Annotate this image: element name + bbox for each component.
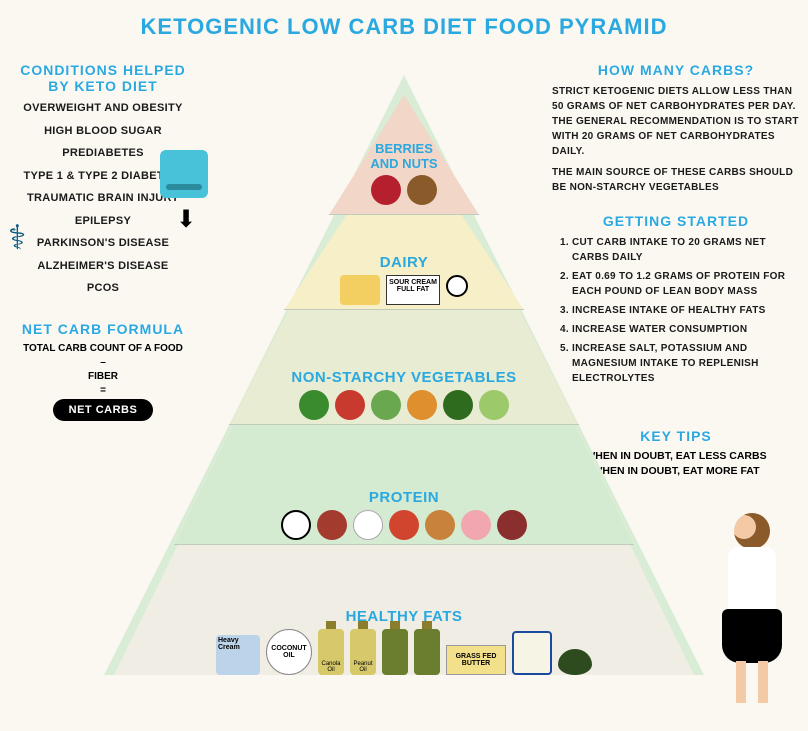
pepper-icon xyxy=(407,390,437,420)
egg-icon xyxy=(353,510,383,540)
level-label: BERRIES xyxy=(344,142,464,156)
level-label: PROTEIN xyxy=(184,489,624,506)
oil-bottle-icon: Canola Oil xyxy=(318,629,344,675)
food-pyramid: BERRIES AND NUTS DAIRY SOUR CREAMFULL FA… xyxy=(94,75,714,695)
level-label: DAIRY xyxy=(299,254,509,271)
pyramid-level-dairy: DAIRY SOUR CREAMFULL FAT xyxy=(299,254,509,305)
olive-oil-icon xyxy=(382,629,408,675)
food-cluster xyxy=(184,510,624,540)
cream-carton-icon: Heavy Cream xyxy=(216,635,260,675)
pyramid-level-veg: NON-STARCHY VEGETABLES xyxy=(239,369,569,420)
woman-illustration xyxy=(708,513,798,713)
veg-icon xyxy=(299,390,329,420)
sour-cream-label: SOUR CREAMFULL FAT xyxy=(386,275,440,305)
pyramid-level-fats: HEALTHY FATS Heavy Cream COCONUT OIL Can… xyxy=(124,608,684,675)
level-label: NON-STARCHY VEGETABLES xyxy=(239,369,569,386)
pig-icon xyxy=(461,510,491,540)
cheese-icon xyxy=(340,275,380,305)
food-cluster xyxy=(239,390,569,420)
bacon-icon xyxy=(497,510,527,540)
cow-icon xyxy=(446,275,468,297)
steak-icon xyxy=(317,510,347,540)
butter-icon: GRASS FED BUTTER xyxy=(446,645,506,675)
nut-icon xyxy=(407,175,437,205)
pyramid-level-berries: BERRIES AND NUTS xyxy=(344,142,464,205)
pyramid-level-protein: PROTEIN xyxy=(184,489,624,540)
pyramid-divider xyxy=(229,424,579,425)
broccoli-icon xyxy=(371,390,401,420)
tomato-icon xyxy=(335,390,365,420)
avocado-icon xyxy=(558,649,592,675)
oil-bottle-icon: Peanut Oil xyxy=(350,629,376,675)
cow-icon xyxy=(281,510,311,540)
caduceus-icon: ⚕ xyxy=(8,218,26,258)
pyramid-divider xyxy=(174,544,634,545)
level-label: HEALTHY FATS xyxy=(124,608,684,625)
celery-icon xyxy=(479,390,509,420)
lobster-icon xyxy=(389,510,419,540)
pyramid-divider xyxy=(284,309,524,310)
food-cluster: Heavy Cream COCONUT OIL Canola Oil Peanu… xyxy=(124,629,684,675)
olive-oil-icon xyxy=(414,629,440,675)
coconut-oil-icon: COCONUT OIL xyxy=(266,629,312,675)
food-cluster: SOUR CREAMFULL FAT xyxy=(299,275,509,305)
berry-icon xyxy=(371,175,401,205)
food-cluster xyxy=(344,175,464,205)
mayo-jar-icon xyxy=(512,631,552,675)
pyramid-divider xyxy=(329,214,479,215)
level-label: AND NUTS xyxy=(344,157,464,171)
chicken-icon xyxy=(425,510,455,540)
leafy-icon xyxy=(443,390,473,420)
page-title: KETOGENIC LOW CARB DIET FOOD PYRAMID xyxy=(0,0,808,44)
